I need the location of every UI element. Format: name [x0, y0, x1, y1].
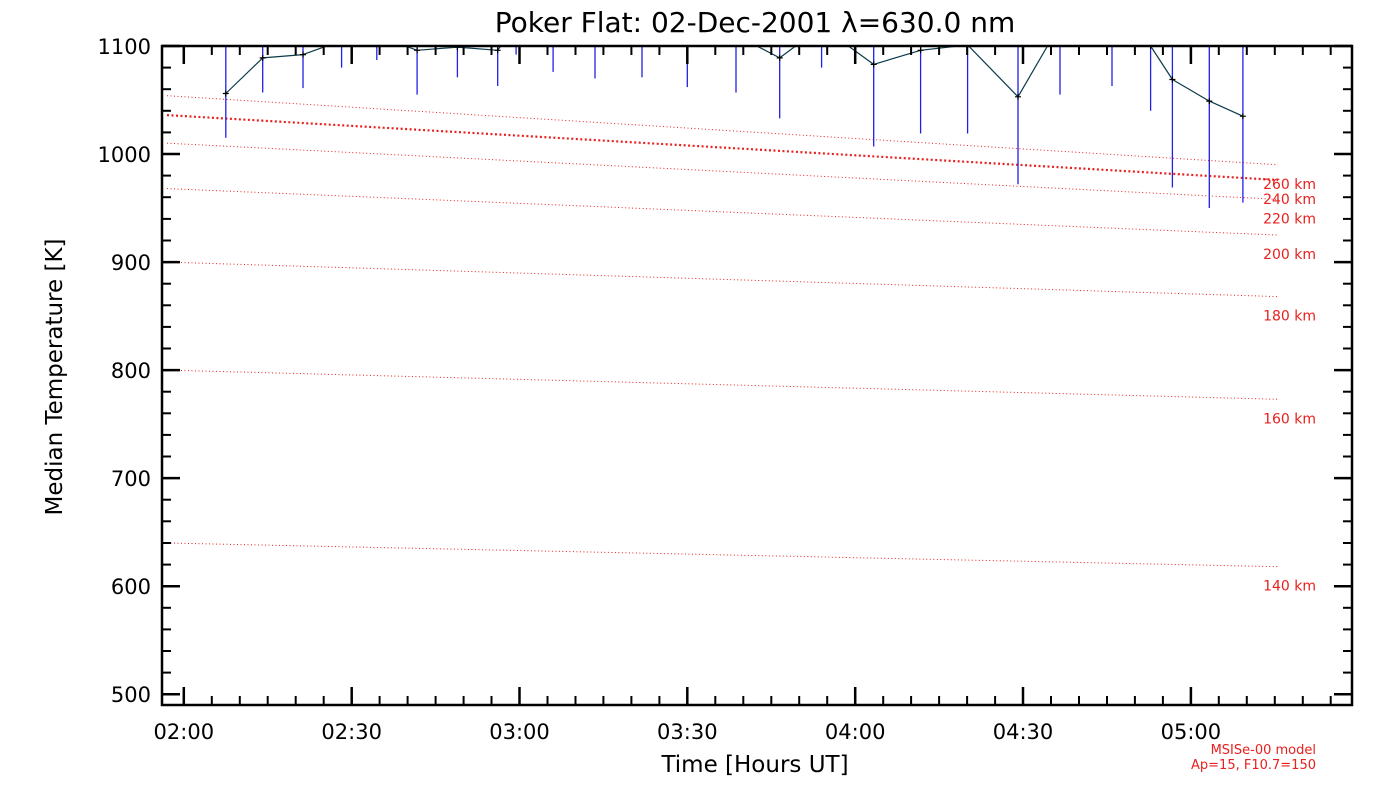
series-segment-3 [302, 46, 329, 56]
y-tick-label-6: 1100 [98, 35, 151, 59]
axes: 02:00 02:30 03:00 03:30 04:00 04:30 05:00 500 60… [98, 35, 1354, 744]
x-tick-label-2: 03:00 [489, 720, 550, 744]
y-tick-label-3: 800 [111, 359, 151, 383]
data-point-19 [1015, 93, 1021, 100]
model-curve-label-1: 160 km [1263, 411, 1316, 427]
series-segment-1 [225, 57, 264, 94]
model-curves: 140 km 160 km 180 km 200 km 220 km 240 km260 … [166, 95, 1316, 595]
x-tick-label-1: 02:30 [321, 720, 382, 744]
data-point-1 [259, 54, 266, 61]
model-curve-label-0: 140 km [1263, 579, 1316, 595]
series-segment-6 [417, 46, 458, 51]
series-segment-15 [779, 46, 797, 59]
data-series [222, 46, 1246, 208]
series-segment-25 [1209, 100, 1244, 117]
y-tick-label-1: 600 [111, 575, 151, 599]
data-point-17 [917, 47, 924, 54]
series-0 [222, 46, 1246, 208]
model-curve-6 [166, 95, 1279, 166]
model-curve-5 [166, 114, 1279, 182]
series-segment-2 [262, 54, 304, 59]
series-segment-18 [920, 46, 964, 51]
x-tick-label-4: 04:00 [825, 720, 886, 744]
series-segment-17 [873, 49, 921, 65]
x-axis-label: Time [Hours UT] [660, 752, 848, 778]
series-segment-16 [847, 46, 875, 65]
x-tick-label-0: 02:00 [154, 720, 215, 744]
series-segment-5 [403, 46, 418, 51]
model-curve-label-6: 260 km [1263, 177, 1316, 193]
series-segment-23 [1150, 46, 1173, 80]
model-annotation-line2: Ap=15, F10.7=150 [1191, 758, 1316, 773]
x-tick-label-5: 04:30 [993, 720, 1054, 744]
series-segment-24 [1172, 78, 1210, 102]
data-point-22 [1147, 46, 1154, 49]
data-point-14 [776, 54, 783, 61]
x-tick-label-3: 03:30 [657, 720, 718, 744]
data-point-25 [1239, 113, 1246, 120]
data-point-2 [300, 51, 306, 58]
data-point-24 [1206, 98, 1213, 105]
x-tick-label-6: 05:00 [1161, 720, 1222, 744]
data-point-23 [1169, 76, 1176, 83]
data-point-16 [870, 61, 877, 68]
series-segment-19 [967, 46, 1019, 98]
model-curve-label-3: 200 km [1263, 247, 1316, 263]
model-curve-label-4: 220 km [1263, 211, 1316, 227]
y-tick-label-0: 500 [111, 683, 151, 707]
y-axis-label: Median Temperature [K] [42, 239, 68, 516]
series-segment-20 [1017, 46, 1049, 98]
data-point-7 [494, 47, 501, 54]
plot-frame [160, 44, 1354, 707]
model-annotation-line1: MSISe-00 model [1211, 743, 1316, 758]
model-curve-label-5: 240 km [1263, 192, 1316, 208]
data-point-5 [414, 47, 421, 54]
model-curve-label-2: 180 km [1263, 309, 1316, 325]
chart-title: Poker Flat: 02-Dec-2001 λ=630.0 nm [495, 6, 1016, 39]
y-tick-label-5: 1000 [98, 143, 151, 167]
y-tick-label-4: 900 [111, 251, 151, 275]
y-tick-label-2: 700 [111, 467, 151, 491]
data-point-0 [222, 90, 229, 97]
